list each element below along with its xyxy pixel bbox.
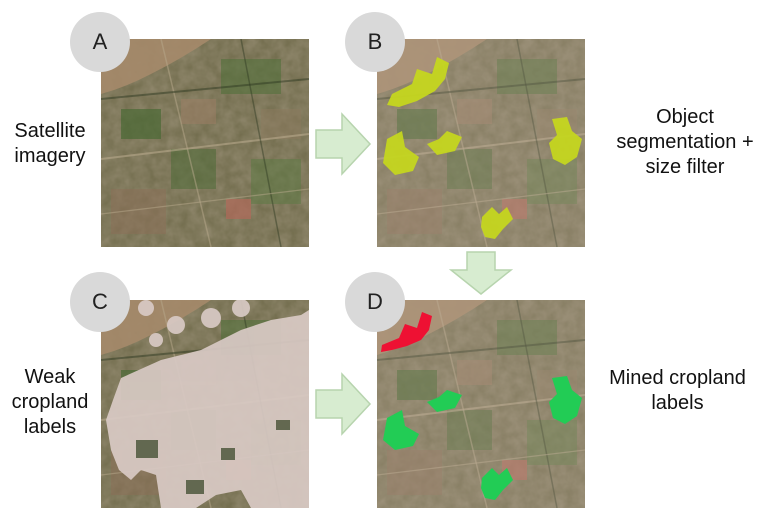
badge-c: C [70, 272, 130, 332]
badge-a: A [70, 12, 130, 72]
weak-labels-panel [101, 300, 309, 508]
badge-d: D [345, 272, 405, 332]
mined-labels-panel [377, 300, 585, 508]
arrow-right-top [315, 112, 372, 176]
satellite-image-panel [101, 39, 309, 247]
weak-label-mask [106, 300, 309, 508]
caption-object-segmentation: Object segmentation + size filter [616, 106, 754, 178]
arrow-down [449, 251, 513, 295]
segmentation-panel [377, 39, 585, 247]
caption-satellite-imagery: Satellite imagery [14, 120, 86, 167]
arrow-right-bottom [315, 372, 372, 436]
mined-segments [383, 376, 582, 500]
rejected-segment [381, 312, 432, 352]
caption-mined-cropland-labels: Mined cropland labels [609, 367, 746, 414]
badge-b: B [345, 12, 405, 72]
caption-weak-cropland-labels: Weak cropland labels [11, 366, 89, 438]
